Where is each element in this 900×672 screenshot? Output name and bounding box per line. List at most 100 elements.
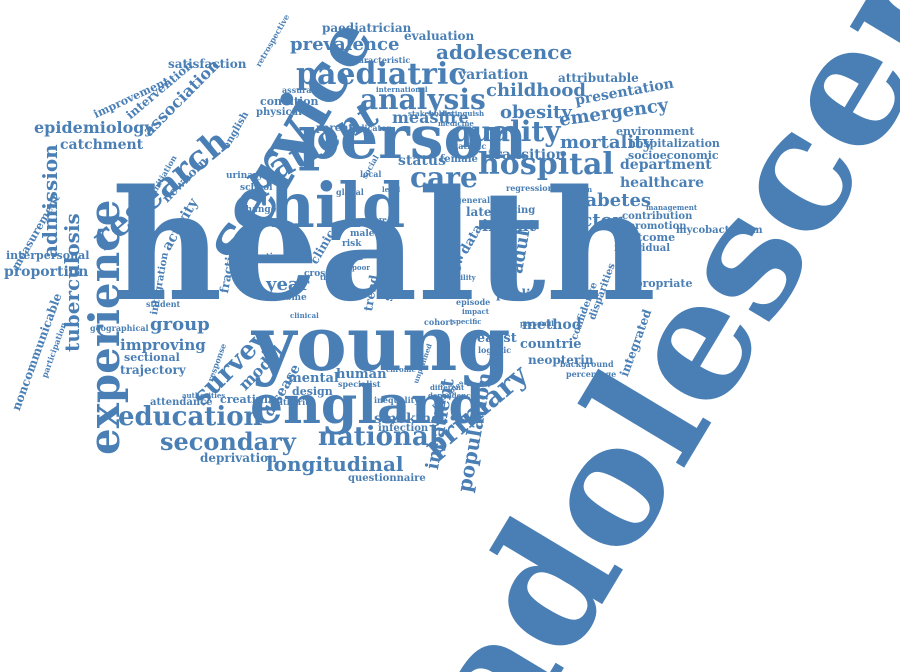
word-proportion: proportion <box>4 264 89 280</box>
word-cohort: cohort <box>424 317 454 327</box>
word-countrie: countrie <box>520 337 582 352</box>
word-catchment: catchment <box>60 137 144 153</box>
word-reduction: reduction <box>554 185 593 194</box>
word-variation: variation <box>458 67 529 83</box>
word-questionnaire: questionnaire <box>348 473 426 484</box>
word-indicator: indicator <box>350 123 391 133</box>
word-distinguish: distinguish <box>440 109 485 118</box>
word-impact: impact <box>462 307 489 316</box>
word-regression: regression <box>506 183 554 193</box>
word-score: score <box>366 215 388 224</box>
word-hospital: hospital <box>478 147 614 182</box>
word-health: health <box>112 156 657 335</box>
word-child: child <box>232 169 406 242</box>
word-personal: personal <box>520 319 554 328</box>
word-adolescence: adolescence <box>436 40 573 64</box>
word-geographical: geographical <box>90 323 149 333</box>
word-factor: factor <box>562 210 623 231</box>
word-young: young <box>252 299 511 388</box>
word-active: active <box>256 251 283 261</box>
word-international: international <box>376 85 428 94</box>
word-fertility: fertility <box>446 273 476 282</box>
word-authorities: authorities <box>182 391 226 400</box>
word-general: general <box>456 195 491 205</box>
word-smoking: smoking <box>374 411 442 427</box>
word-stakeholder: stakeholder <box>408 109 455 118</box>
word-urinary: urinary <box>226 171 264 181</box>
word-condition: condition <box>260 95 319 108</box>
word-local: local <box>360 169 382 179</box>
word-epidemiology: epidemiology <box>34 118 154 137</box>
word-income: income <box>270 293 307 303</box>
word-diabetes: diabetes <box>566 190 652 211</box>
word-setting: setting <box>496 205 536 216</box>
word-logistic: logistic <box>478 345 512 355</box>
word-management: management <box>646 203 698 212</box>
word-care: care <box>410 161 478 194</box>
word-background: background <box>560 359 614 369</box>
word-mortality: mortality <box>560 132 653 153</box>
word-obesity: obesity <box>500 102 572 123</box>
word-physical: physical <box>256 107 302 118</box>
word-quality: quality <box>452 115 561 148</box>
word-attendance: attendance <box>150 397 213 408</box>
word-status: status <box>398 153 446 169</box>
word-authority: authority <box>272 397 314 407</box>
word-neopterin: neopterin <box>528 353 594 367</box>
word-realist: realist <box>470 331 517 346</box>
word-deprivation: deprivation <box>200 451 277 465</box>
word-human: human <box>336 367 387 382</box>
word-different: different <box>430 383 465 392</box>
word-inequality: inequality <box>374 395 419 405</box>
word-school: school <box>240 183 273 193</box>
word-measure: measure <box>392 108 469 127</box>
word-medicine: medicine <box>438 119 474 128</box>
word-analysis: analysis <box>360 83 486 116</box>
word-year: year <box>266 274 310 295</box>
word-environment: environment <box>616 125 695 138</box>
word-socioeconomic: socioeconomic <box>628 149 719 162</box>
word-male: male <box>350 229 375 239</box>
word-interpersonal: interpersonal <box>6 249 90 262</box>
word-episode: episode <box>456 297 491 307</box>
word-mental: mental <box>288 371 339 386</box>
word-department: department <box>620 157 712 173</box>
word-characteristic: characteristic <box>348 55 411 65</box>
word-design: design <box>292 385 333 398</box>
word-paediatric: paediatric <box>296 57 467 92</box>
word-method: method <box>522 317 582 333</box>
word-global: global <box>336 187 364 197</box>
word-education: education <box>118 402 263 432</box>
word-appropriate: appropriate <box>620 277 693 290</box>
word-paediatrician: paediatrician <box>322 21 412 35</box>
word-statistic: statistic <box>450 141 487 151</box>
word-specialist: specialist <box>338 379 381 389</box>
word-england: england <box>250 375 485 436</box>
word-group: group <box>150 314 210 335</box>
word-mycobacterium: mycobacterium <box>676 225 763 236</box>
word-change: change <box>240 205 277 215</box>
word-clinical: clinical <box>290 311 319 320</box>
word-infant: infant <box>482 216 536 235</box>
word-public: public <box>496 287 538 301</box>
word-trajectory: trajectory <box>120 363 186 377</box>
word-sectional: sectional <box>124 351 180 364</box>
word-improving: improving <box>120 336 206 354</box>
word-secondary: secondary <box>160 427 296 456</box>
word-infection: infection <box>378 423 429 434</box>
word-childhood: childhood <box>486 80 586 101</box>
word-level: level <box>382 185 401 194</box>
word-national: national <box>318 422 439 452</box>
word-attributable: attributable <box>558 71 639 85</box>
word-healthcare: healthcare <box>620 175 704 191</box>
word-evaluation: evaluation <box>404 29 475 43</box>
word-cross: cross <box>304 269 331 279</box>
word-student: student <box>146 299 181 309</box>
word-contribution: contribution <box>622 211 693 222</box>
word-longitudinal: longitudinal <box>266 452 404 476</box>
word-female: female <box>440 154 478 165</box>
word-creatinine: creatinine <box>220 393 284 406</box>
word-aged: aged <box>344 253 363 262</box>
word-outcome: outcome <box>622 231 676 244</box>
